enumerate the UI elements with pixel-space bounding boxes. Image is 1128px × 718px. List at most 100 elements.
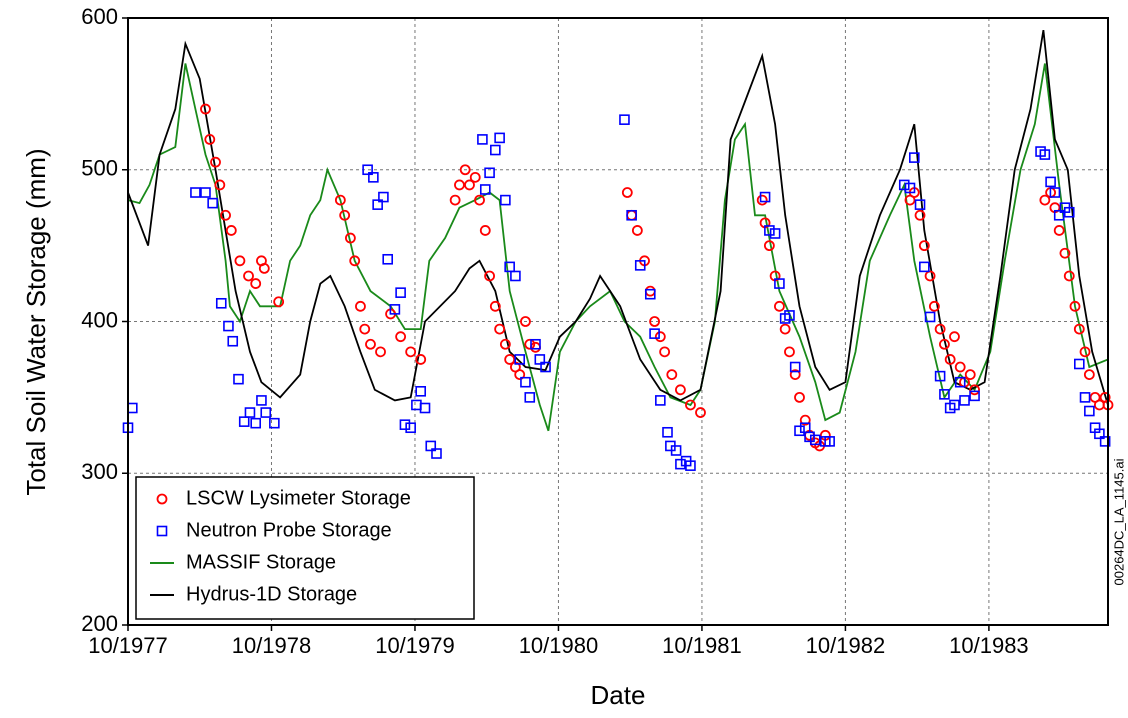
- data-point: [918, 240, 930, 252]
- data-point: [514, 354, 526, 365]
- data-point: [382, 253, 394, 265]
- data-point: [368, 172, 379, 183]
- data-point: [345, 232, 356, 244]
- x-axis-label: Date: [591, 680, 646, 710]
- data-point: [898, 179, 910, 191]
- data-point: [204, 133, 216, 145]
- data-point: [939, 389, 950, 400]
- data-point: [454, 179, 465, 191]
- data-point: [784, 310, 795, 321]
- data-point: [510, 270, 521, 282]
- data-point: [644, 288, 656, 300]
- data-point: [243, 270, 254, 282]
- data-point: [365, 338, 376, 350]
- data-point: [666, 369, 678, 381]
- data-point: [934, 370, 946, 382]
- data-point: [375, 346, 386, 358]
- data-point: [685, 399, 696, 411]
- data-point: [225, 225, 237, 236]
- data-point: [359, 323, 371, 335]
- data-point: [1073, 323, 1085, 335]
- data-point: [489, 300, 501, 312]
- data-point: [626, 209, 638, 221]
- data-point: [405, 422, 416, 434]
- data-point: [685, 460, 696, 471]
- data-point: [449, 194, 461, 206]
- data-point: [924, 270, 936, 282]
- data-point: [214, 179, 226, 191]
- data-point: [399, 419, 411, 430]
- data-point: [1069, 300, 1081, 312]
- data-point: [415, 354, 427, 365]
- data-point: [520, 376, 531, 388]
- y-tick-label: 300: [81, 459, 118, 484]
- legend-label: Hydrus-1D Storage: [186, 583, 357, 605]
- data-point: [631, 225, 643, 236]
- data-point: [695, 407, 706, 418]
- data-point: [469, 171, 481, 183]
- data-point: [904, 182, 916, 194]
- data-point: [954, 376, 966, 388]
- data-point: [372, 199, 383, 210]
- data-line: [127, 63, 1109, 432]
- data-point: [649, 328, 660, 339]
- data-point: [534, 354, 546, 365]
- data-point: [490, 144, 501, 156]
- data-point: [220, 209, 231, 221]
- data-point: [479, 225, 491, 236]
- annotation: 00264DC_LA_1145.ai: [1111, 458, 1126, 585]
- data-point: [1049, 187, 1061, 198]
- data-point: [774, 278, 785, 289]
- data-point: [464, 179, 475, 191]
- x-tick-label: 10/1982: [806, 633, 886, 658]
- x-tick-label: 10/1978: [232, 633, 312, 658]
- data-point: [675, 384, 686, 396]
- data-point: [258, 262, 270, 274]
- data-point: [969, 390, 980, 402]
- data-point: [756, 194, 768, 206]
- data-point: [415, 386, 427, 397]
- data-point: [1059, 247, 1071, 259]
- data-point: [504, 261, 515, 273]
- data-point: [494, 132, 505, 144]
- data-point: [764, 225, 775, 236]
- data-point: [654, 331, 666, 343]
- data-point: [1045, 176, 1056, 188]
- data-point: [540, 361, 551, 373]
- data-point: [411, 399, 422, 411]
- data-point: [260, 407, 272, 418]
- data-point: [789, 369, 801, 381]
- data-point: [200, 103, 211, 115]
- data-point: [779, 323, 791, 335]
- data-point: [964, 369, 976, 381]
- data-point: [479, 184, 491, 195]
- data-point: [127, 402, 138, 414]
- legend-box: [135, 476, 475, 620]
- data-point: [504, 354, 516, 365]
- data-point: [809, 434, 821, 446]
- data-point: [659, 346, 671, 358]
- data-point: [269, 417, 280, 429]
- x-tick-label: 10/1981: [662, 633, 742, 658]
- data-point: [524, 338, 536, 350]
- data-line: [127, 29, 1109, 406]
- data-point: [759, 191, 771, 203]
- data-point: [1053, 225, 1065, 236]
- data-point: [395, 331, 407, 343]
- data-point: [334, 194, 346, 206]
- data-point: [914, 209, 926, 221]
- data-point: [355, 300, 366, 312]
- data-point: [934, 323, 946, 335]
- plot-frame: [127, 17, 1109, 626]
- data-point: [799, 414, 811, 426]
- data-point: [210, 156, 221, 168]
- data-point: [1079, 346, 1091, 358]
- data-point: [621, 187, 633, 198]
- data-point: [233, 373, 244, 385]
- data-point: [670, 445, 682, 456]
- data-point: [969, 384, 980, 396]
- data-point: [944, 354, 956, 365]
- data-point: [273, 296, 285, 308]
- data-point: [389, 304, 401, 315]
- data-point: [949, 331, 960, 343]
